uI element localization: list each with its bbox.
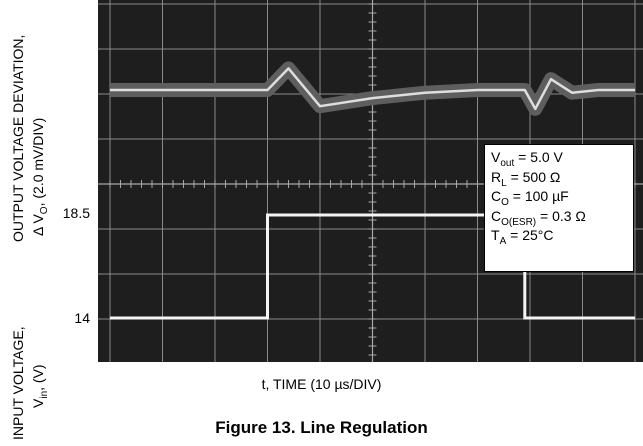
tick-label-14: 14 bbox=[74, 310, 90, 326]
input-voltage-trace bbox=[110, 213, 635, 320]
output-axis-label-line2: Δ VO, (2.0 mV/DIV) bbox=[30, 117, 50, 236]
param-coesr: CO(ESR) = 0.3 Ω bbox=[491, 207, 586, 228]
test-conditions-box: Vout = 5.0 V RL = 500 Ω CO = 100 µF CO(E… bbox=[484, 144, 634, 272]
param-co: CO = 100 µF bbox=[491, 188, 569, 208]
figure-caption: Figure 13. Line Regulation bbox=[215, 418, 428, 437]
tick-label-18-5: 18.5 bbox=[62, 205, 90, 221]
param-ta: TA = 25°C bbox=[491, 227, 554, 247]
param-rl: RL = 500 Ω bbox=[491, 168, 561, 189]
x-axis-label: t, TIME (10 µs/DIV) bbox=[261, 376, 382, 392]
output-axis-label-line1: OUTPUT VOLTAGE DEVIATION, bbox=[10, 34, 26, 242]
output-voltage-trace bbox=[110, 67, 635, 111]
param-vout: Vout = 5.0 V bbox=[491, 149, 563, 169]
